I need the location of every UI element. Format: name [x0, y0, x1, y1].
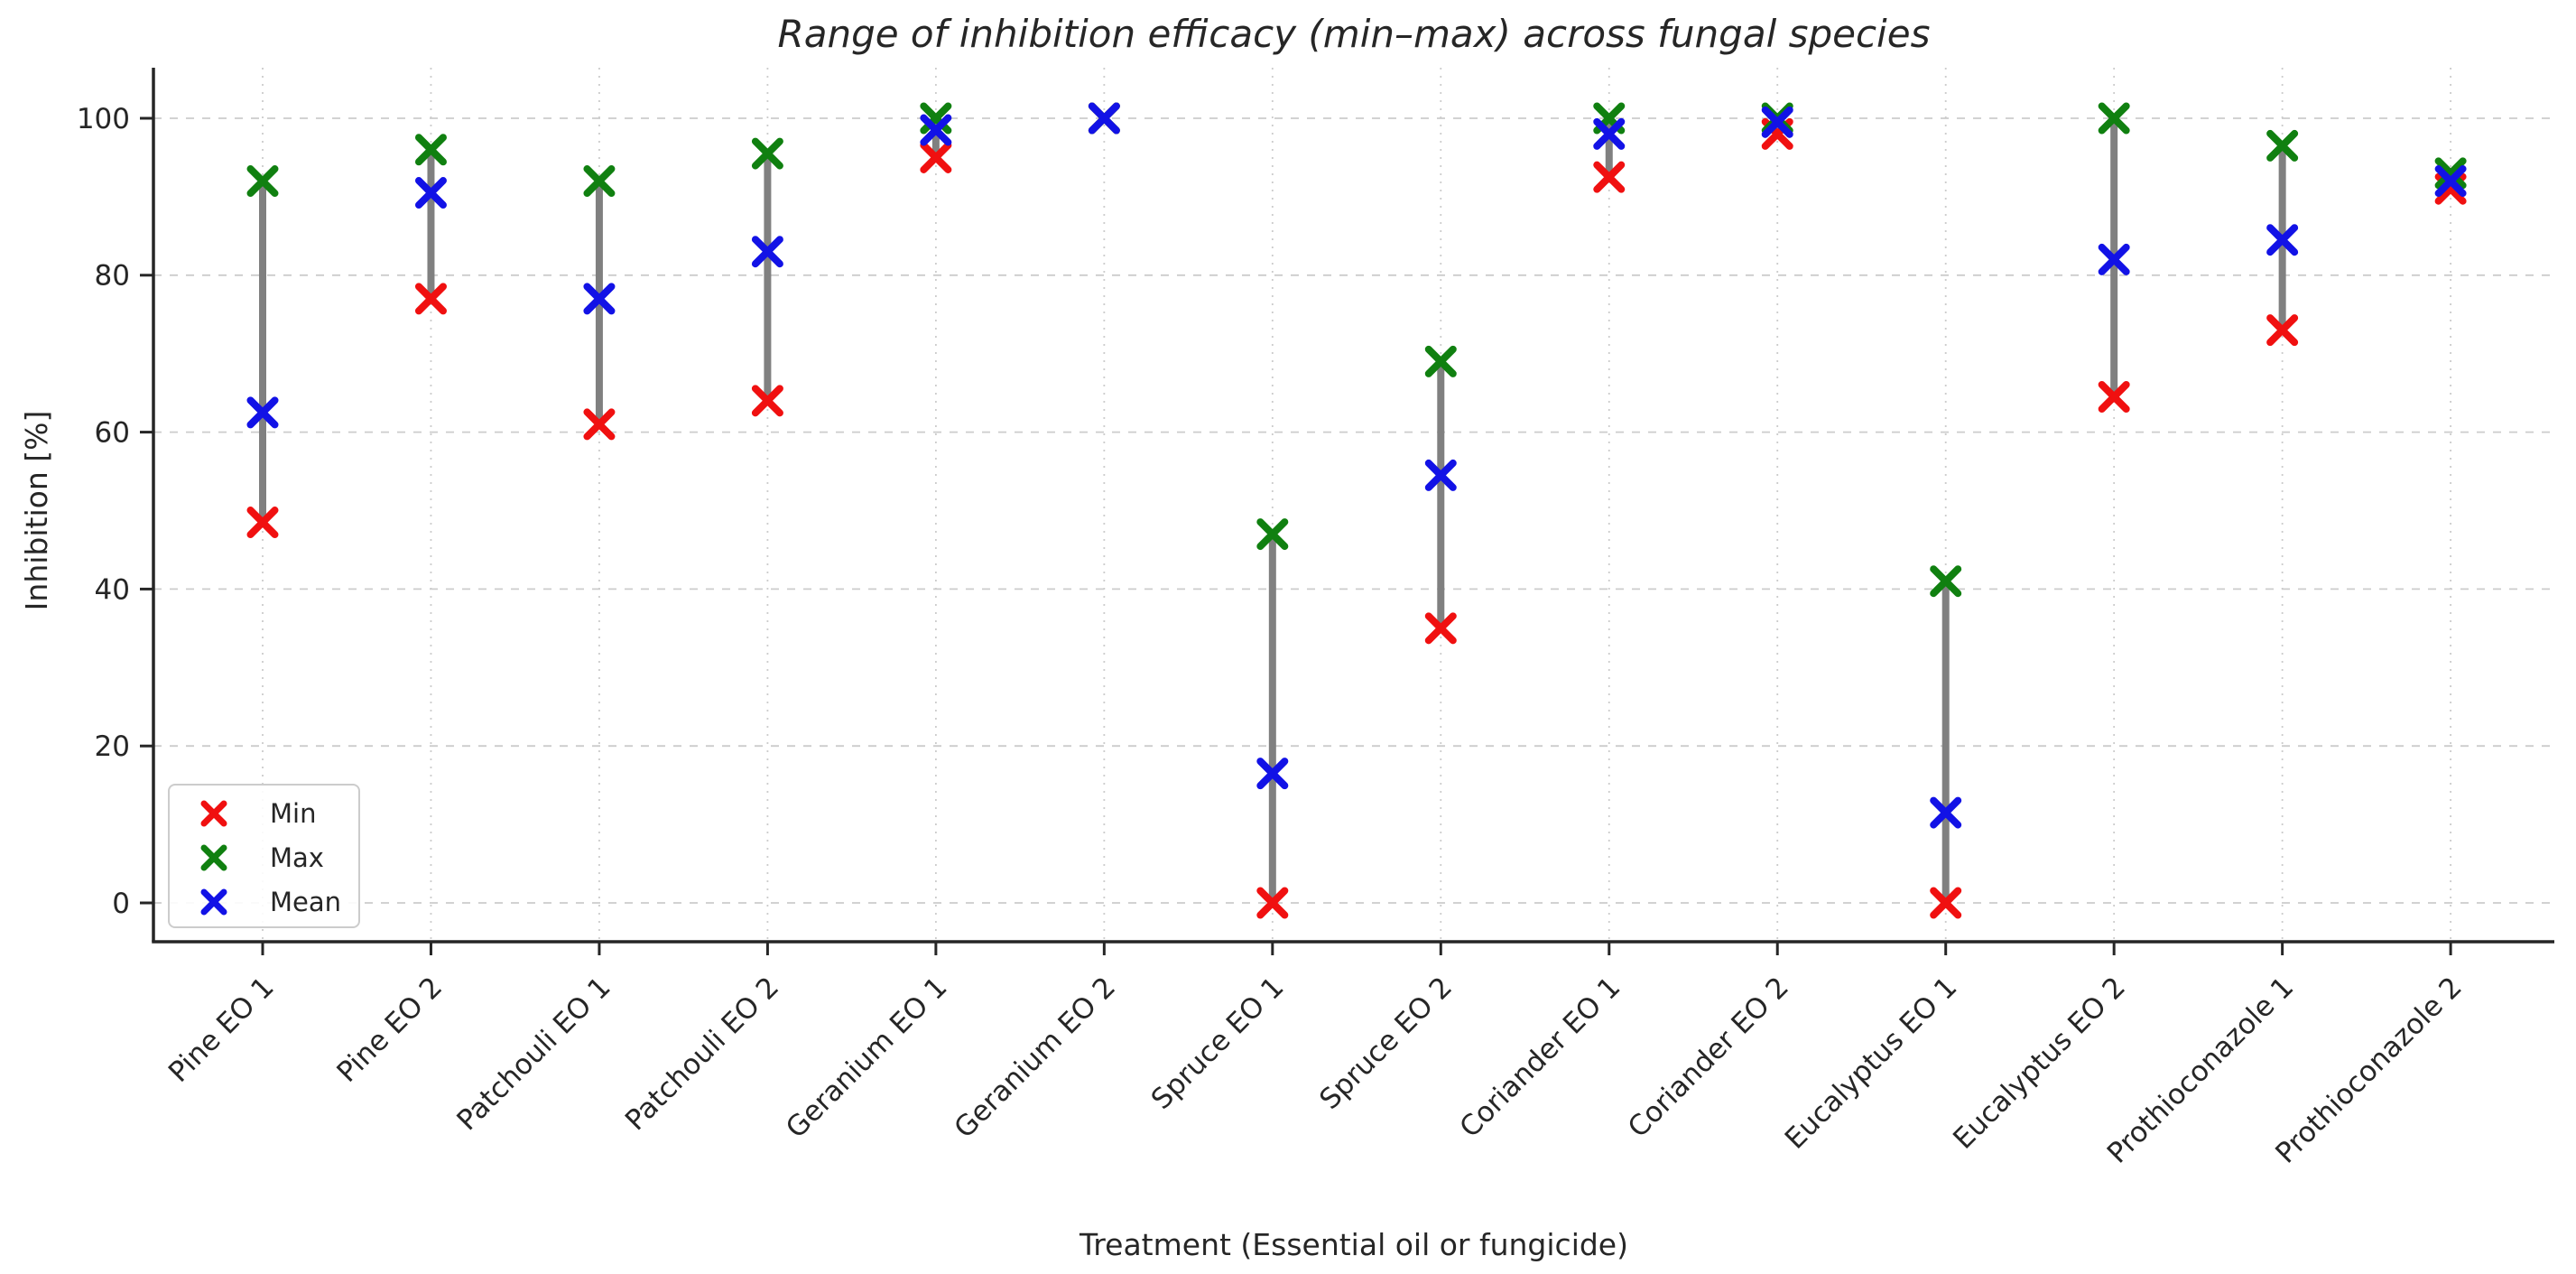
y-tick-label: 100 [77, 103, 130, 135]
x-tick-label: Spruce EO 2 [1313, 971, 1459, 1116]
max-marker [1930, 565, 1962, 598]
min-marker [1930, 887, 1962, 919]
max-marker [246, 165, 279, 198]
y-tick-label: 60 [95, 416, 130, 449]
min-marker [920, 141, 952, 173]
mean-marker [1930, 796, 1962, 829]
min-marker [2098, 380, 2130, 413]
mean-marker [1424, 459, 1457, 491]
min-marker [2266, 314, 2299, 347]
min-marker [1593, 161, 1626, 193]
y-tick-label: 80 [95, 260, 130, 293]
max-marker [1424, 345, 1457, 377]
x-tick-label: Coriander EO 2 [1622, 971, 1795, 1144]
mean-marker [246, 396, 279, 429]
x-axis: Pine EO 1 Pine EO 2 Patchouli EO 1 Patchoul… [162, 942, 2469, 1170]
max-marker [751, 137, 783, 170]
min-marker [246, 507, 279, 539]
mean-marker [2434, 165, 2467, 198]
x-tick-label: Prothioconazole 1 [2101, 971, 2300, 1169]
mean-marker [1761, 106, 1793, 138]
y-tick-label: 0 [112, 888, 130, 920]
x-tick-label: Pine EO 1 [162, 971, 281, 1089]
min-marker [414, 283, 447, 315]
legend-max-marker [200, 844, 227, 871]
legend-label: Mean [270, 887, 341, 917]
max-marker [2098, 102, 2130, 135]
max-series [246, 102, 2467, 598]
max-marker [583, 165, 616, 198]
mean-marker [1256, 758, 1289, 790]
legend-min-marker [200, 800, 227, 827]
min-series [246, 102, 2467, 919]
x-tick-label: Patchouli EO 1 [450, 971, 616, 1137]
mean-marker [2098, 243, 2130, 275]
y-axis-label: Inhibition [%] [19, 411, 54, 611]
max-marker [2266, 129, 2299, 162]
min-marker [1424, 612, 1457, 645]
x-tick-label: Geranium EO 1 [780, 971, 954, 1145]
min-marker [751, 385, 783, 417]
y-tick-label: 20 [95, 730, 130, 763]
legend: Min Max Mean [168, 784, 360, 928]
mean-marker [1088, 102, 1120, 135]
x-tick-label: Patchouli EO 2 [619, 971, 785, 1137]
mean-marker [751, 236, 783, 268]
min-marker [1256, 887, 1289, 919]
legend-label: Max [270, 842, 324, 873]
mean-marker [583, 283, 616, 315]
mean-marker [1593, 117, 1626, 150]
range-lines [259, 118, 2455, 903]
y-axis: 0 20 40 60 80 100 [77, 103, 153, 920]
max-marker [2434, 157, 2467, 190]
gridlines [153, 68, 2554, 942]
mean-marker [920, 114, 952, 146]
x-axis-label: Treatment (Essential oil or fungicide) [1079, 1227, 1628, 1262]
max-marker [1256, 518, 1289, 551]
min-marker [583, 408, 616, 441]
y-tick-label: 40 [95, 573, 130, 606]
x-tick-label: Coriander EO 1 [1453, 971, 1626, 1144]
x-tick-label: Eucalyptus EO 2 [1947, 971, 2132, 1156]
x-tick-label: Pine EO 2 [330, 971, 449, 1089]
mean-series [246, 102, 2467, 829]
legend-mean-marker [200, 888, 227, 916]
max-marker [414, 134, 447, 166]
chart-title: Range of inhibition efficacy (min–max) a… [778, 12, 1931, 56]
x-tick-label: Eucalyptus EO 1 [1779, 971, 1964, 1156]
x-tick-label: Spruce EO 1 [1145, 971, 1291, 1116]
x-tick-label: Geranium EO 2 [948, 971, 1122, 1145]
mean-marker [414, 177, 447, 209]
x-tick-label: Prothioconazole 2 [2269, 971, 2468, 1169]
legend-label: Min [270, 798, 316, 829]
mean-marker [2266, 224, 2299, 256]
